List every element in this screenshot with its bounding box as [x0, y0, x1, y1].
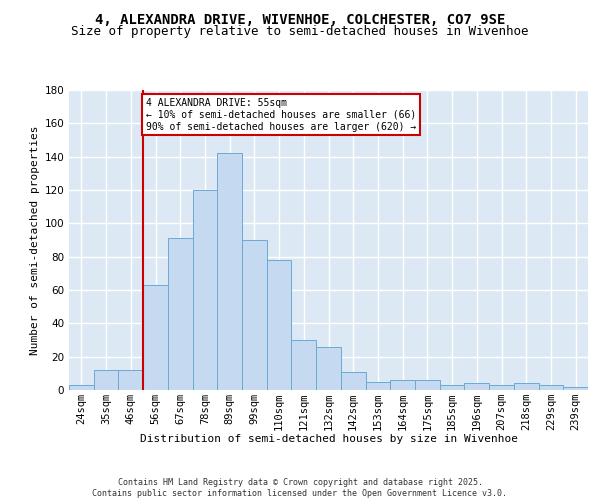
- Bar: [69, 385, 94, 390]
- X-axis label: Distribution of semi-detached houses by size in Wivenhoe: Distribution of semi-detached houses by …: [139, 434, 517, 444]
- Text: 4, ALEXANDRA DRIVE, WIVENHOE, COLCHESTER, CO7 9SE: 4, ALEXANDRA DRIVE, WIVENHOE, COLCHESTER…: [95, 12, 505, 26]
- Bar: [267, 260, 292, 390]
- Bar: [118, 370, 143, 390]
- Bar: [94, 370, 118, 390]
- Text: Contains HM Land Registry data © Crown copyright and database right 2025.
Contai: Contains HM Land Registry data © Crown c…: [92, 478, 508, 498]
- Bar: [440, 385, 464, 390]
- Bar: [316, 346, 341, 390]
- Y-axis label: Number of semi-detached properties: Number of semi-detached properties: [30, 125, 40, 355]
- Bar: [514, 384, 539, 390]
- Bar: [563, 386, 588, 390]
- Bar: [292, 340, 316, 390]
- Bar: [489, 385, 514, 390]
- Bar: [193, 190, 217, 390]
- Bar: [242, 240, 267, 390]
- Text: Size of property relative to semi-detached houses in Wivenhoe: Size of property relative to semi-detach…: [71, 25, 529, 38]
- Bar: [415, 380, 440, 390]
- Bar: [539, 385, 563, 390]
- Text: 4 ALEXANDRA DRIVE: 55sqm
← 10% of semi-detached houses are smaller (66)
90% of s: 4 ALEXANDRA DRIVE: 55sqm ← 10% of semi-d…: [146, 98, 416, 132]
- Bar: [217, 154, 242, 390]
- Bar: [365, 382, 390, 390]
- Bar: [143, 285, 168, 390]
- Bar: [464, 384, 489, 390]
- Bar: [390, 380, 415, 390]
- Bar: [341, 372, 365, 390]
- Bar: [168, 238, 193, 390]
